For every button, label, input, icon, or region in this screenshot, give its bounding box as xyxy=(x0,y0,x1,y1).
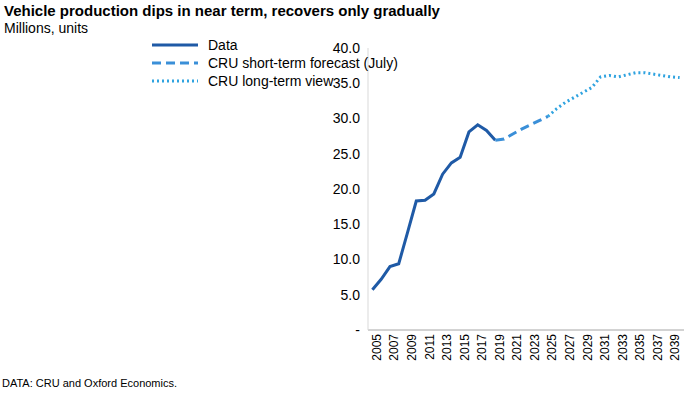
svg-text:2023: 2023 xyxy=(528,334,542,361)
svg-text:2025: 2025 xyxy=(545,334,559,361)
svg-text:40.0: 40.0 xyxy=(333,40,360,56)
svg-text:2027: 2027 xyxy=(563,334,577,361)
svg-text:2021: 2021 xyxy=(510,334,524,361)
svg-text:25.0: 25.0 xyxy=(333,146,360,162)
svg-text:2031: 2031 xyxy=(598,334,612,361)
svg-text:10.0: 10.0 xyxy=(333,251,360,267)
html-text:CRU short-term forecast (July): CRU short-term forecast (July) xyxy=(208,55,398,71)
svg-text:2037: 2037 xyxy=(651,334,665,361)
html-text:DATA: CRU and Oxford Economics: DATA: CRU and Oxford Economics. xyxy=(2,377,177,389)
svg-text:15.0: 15.0 xyxy=(333,216,360,232)
svg-text:2017: 2017 xyxy=(475,334,489,361)
svg-text:35.0: 35.0 xyxy=(333,75,360,91)
svg-text:2005: 2005 xyxy=(370,334,384,361)
svg-text:5.0: 5.0 xyxy=(341,287,361,303)
html-text:Data: Data xyxy=(208,37,238,53)
svg-text:2013: 2013 xyxy=(440,334,454,361)
svg-text:2007: 2007 xyxy=(387,334,401,361)
svg-text:2011: 2011 xyxy=(423,334,437,360)
svg-text:-: - xyxy=(355,322,360,338)
html-text:CRU long-term view: CRU long-term view xyxy=(208,73,334,89)
svg-text:20.0: 20.0 xyxy=(333,181,360,197)
svg-text:2019: 2019 xyxy=(493,334,507,361)
svg-text:2009: 2009 xyxy=(405,334,419,361)
svg-text:2033: 2033 xyxy=(616,334,630,361)
svg-text:2035: 2035 xyxy=(633,334,647,361)
svg-text:2039: 2039 xyxy=(668,334,682,361)
svg-text:30.0: 30.0 xyxy=(333,110,360,126)
html-text:Vehicle production dips in nea: Vehicle production dips in near term, re… xyxy=(4,2,440,19)
svg-text:2029: 2029 xyxy=(581,334,595,361)
html-text:Millions, units: Millions, units xyxy=(4,20,88,36)
svg-text:2015: 2015 xyxy=(458,334,472,361)
